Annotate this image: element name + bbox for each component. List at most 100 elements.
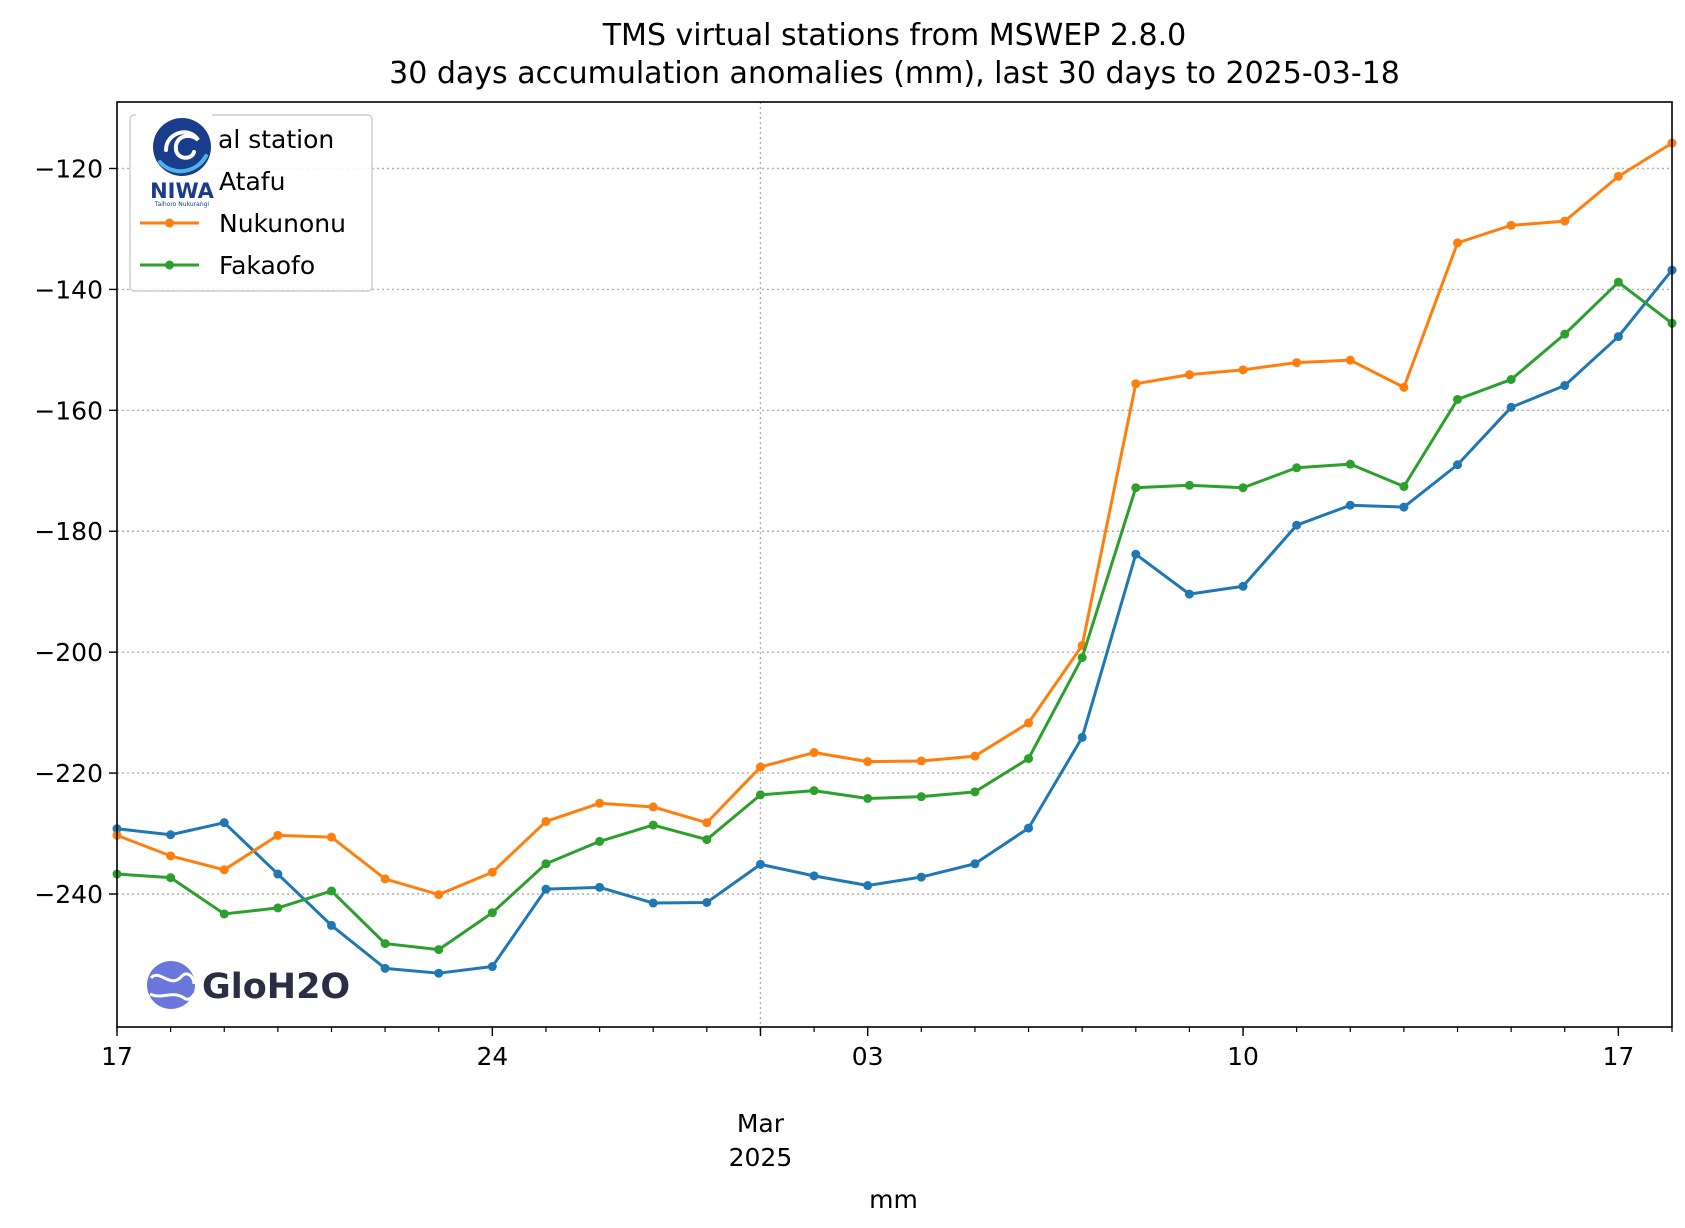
data-point xyxy=(219,865,229,875)
x-tick-label: 10 xyxy=(1227,1042,1259,1071)
data-point xyxy=(326,920,336,930)
data-point xyxy=(487,867,497,877)
data-point xyxy=(1506,220,1516,230)
data-point xyxy=(970,787,980,797)
data-point xyxy=(1077,653,1087,663)
series-line xyxy=(116,280,1673,952)
x-month-label: 2025 xyxy=(729,1143,793,1172)
data-point xyxy=(1506,375,1516,384)
series-line xyxy=(116,141,1673,897)
y-tick-label: −160 xyxy=(34,396,103,425)
x-tick-label: 17 xyxy=(1602,1042,1634,1071)
data-point xyxy=(326,832,336,842)
chart-title: TMS virtual stations from MSWEP 2.8.030 … xyxy=(389,18,1400,91)
series-atafu xyxy=(112,265,1677,978)
data-point xyxy=(1184,370,1194,380)
series-line xyxy=(116,269,1674,975)
legend-label: Fakaofo xyxy=(219,251,315,280)
data-point xyxy=(1453,238,1463,248)
gloh2o-logo: GloH2O xyxy=(147,961,350,1009)
axis-ticks: −240 −220 −200 −180 −160 −140 −120 17 24 03 10 17 Ma… xyxy=(34,155,1673,1172)
data-point xyxy=(863,793,873,803)
data-point xyxy=(1399,502,1409,512)
data-point xyxy=(1077,732,1087,742)
x-tick-label: 17 xyxy=(101,1042,133,1071)
data-point xyxy=(487,962,497,972)
data-point xyxy=(1506,402,1516,412)
data-point xyxy=(916,756,926,766)
legend-marker xyxy=(165,218,174,228)
data-point xyxy=(541,859,551,869)
data-point xyxy=(595,882,605,892)
data-point xyxy=(1238,365,1248,375)
data-point xyxy=(166,873,176,883)
gloh2o-wave-icon xyxy=(149,972,196,985)
data-point xyxy=(916,872,926,882)
data-point xyxy=(755,859,765,869)
data-point xyxy=(273,869,283,879)
data-point xyxy=(702,897,712,907)
series-fakaofo xyxy=(112,277,1677,955)
data-point xyxy=(595,836,605,846)
legend-entry-nukunonu: Nukunonu xyxy=(140,209,346,238)
data-point xyxy=(1613,277,1623,287)
gloh2o-logo-text: GloH2O xyxy=(202,967,350,1007)
gloh2o-globe-icon xyxy=(147,961,195,1009)
niwa-wave-icon xyxy=(158,154,208,173)
data-point xyxy=(273,830,283,840)
data-point xyxy=(863,881,873,891)
y-tick-label: −180 xyxy=(34,517,103,546)
data-point xyxy=(219,818,229,828)
data-point xyxy=(809,748,819,758)
data-point xyxy=(487,908,497,918)
data-point xyxy=(648,802,658,812)
data-point xyxy=(380,939,390,949)
data-point xyxy=(1453,394,1463,404)
legend-title: al station xyxy=(218,125,334,154)
x-tick-label: 24 xyxy=(476,1042,508,1071)
data-point xyxy=(1613,171,1623,181)
gloh2o-wave-icon xyxy=(149,992,196,1001)
niwa-swirl-icon xyxy=(164,130,200,160)
x-axis-label: mm xyxy=(869,1185,918,1214)
data-point xyxy=(1345,355,1355,365)
data-point xyxy=(595,798,605,808)
data-point xyxy=(648,898,658,908)
data-point xyxy=(1560,381,1570,391)
plot-frame xyxy=(116,101,1673,1028)
data-point xyxy=(1613,332,1623,342)
data-point xyxy=(1560,216,1570,226)
title-line-1: TMS virtual stations from MSWEP 2.8.0 xyxy=(602,18,1187,53)
plot-series xyxy=(112,138,1677,978)
data-point xyxy=(1345,459,1355,469)
data-point xyxy=(166,851,176,861)
legend-entry-fakaofo: Fakaofo xyxy=(140,251,315,280)
data-point xyxy=(809,871,819,881)
x-tick-label: 03 xyxy=(852,1042,884,1071)
data-point xyxy=(648,820,658,830)
data-point xyxy=(1238,581,1248,591)
data-point xyxy=(541,816,551,826)
data-point xyxy=(1184,589,1194,599)
data-point xyxy=(1131,483,1141,493)
data-point xyxy=(702,818,712,828)
data-point xyxy=(434,890,444,900)
data-point xyxy=(1184,480,1194,490)
y-tick-label: −120 xyxy=(34,155,103,184)
data-point xyxy=(1292,463,1302,473)
data-point xyxy=(755,762,765,772)
data-point xyxy=(1292,358,1302,368)
niwa-logo-subtext: Taihoro Nukurangi xyxy=(154,201,210,208)
data-point xyxy=(541,884,551,894)
niwa-emblem-icon xyxy=(153,118,211,176)
data-point xyxy=(1399,382,1409,392)
data-point xyxy=(1238,483,1248,493)
y-tick-label: −220 xyxy=(34,759,103,788)
data-point xyxy=(702,835,712,845)
y-tick-label: −240 xyxy=(34,880,103,909)
y-tick-label: −140 xyxy=(34,275,103,304)
data-point xyxy=(1453,460,1463,470)
data-point xyxy=(1560,329,1570,339)
